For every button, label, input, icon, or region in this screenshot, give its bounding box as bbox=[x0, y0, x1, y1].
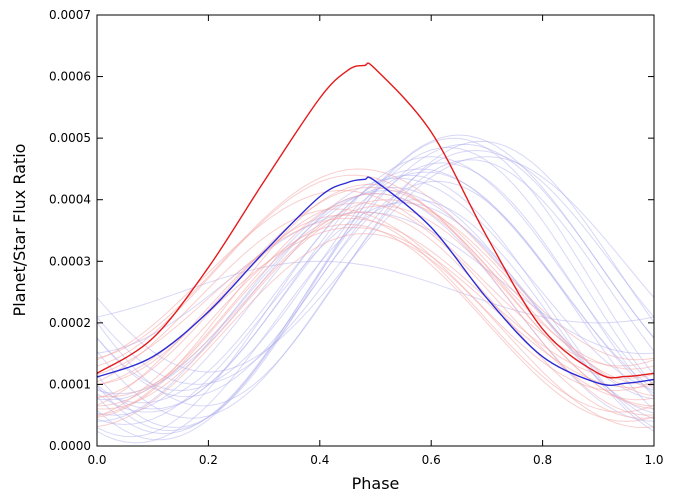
faint-blue-curve bbox=[97, 186, 654, 416]
y-tick-label: 0.0007 bbox=[49, 8, 91, 22]
faint-blue-curve bbox=[97, 180, 654, 441]
plot-frame bbox=[96, 14, 655, 447]
blue-series-line bbox=[97, 176, 654, 386]
faint-red-curve bbox=[97, 202, 654, 401]
y-tick-label: 0.0004 bbox=[49, 193, 91, 207]
x-axis-title: Phase bbox=[352, 474, 400, 491]
faint-blue-curve bbox=[97, 260, 654, 324]
y-tick-label: 0.0001 bbox=[49, 377, 91, 391]
x-tick-label: 0.0 bbox=[87, 453, 106, 467]
y-axis-ticks: 0.0000 0.0001 0.0002 0.0003 0.0004 0.0005 0.00… bbox=[49, 8, 654, 453]
x-tick-label: 0.6 bbox=[422, 453, 441, 467]
faint-blue-curve bbox=[97, 140, 654, 407]
faint-red-curve bbox=[97, 223, 654, 422]
y-tick-label: 0.0002 bbox=[49, 316, 91, 330]
faint-red-curve bbox=[97, 217, 654, 379]
faint-curves-layer bbox=[97, 134, 654, 444]
faint-red-curve bbox=[97, 211, 654, 419]
x-tick-label: 0.2 bbox=[199, 453, 218, 467]
y-tick-label: 0.0003 bbox=[49, 254, 91, 268]
y-tick-label: 0.0005 bbox=[49, 131, 91, 145]
y-tick-label: 0.0000 bbox=[49, 439, 91, 453]
faint-blue-curve bbox=[97, 162, 654, 435]
faint-blue-curve bbox=[97, 168, 654, 404]
faint-red-curve bbox=[97, 174, 654, 370]
faint-blue-curve bbox=[97, 171, 654, 413]
x-tick-label: 1.0 bbox=[644, 453, 663, 467]
y-tick-label: 0.0006 bbox=[49, 70, 91, 84]
y-axis-title: Planet/Star Flux Ratio bbox=[10, 144, 29, 317]
faint-blue-curve bbox=[97, 159, 654, 419]
faint-red-curve bbox=[97, 205, 654, 410]
main-curves-layer bbox=[97, 62, 654, 386]
faint-blue-curve bbox=[97, 137, 654, 428]
faint-blue-curve bbox=[97, 143, 654, 398]
faint-red-curve bbox=[97, 208, 654, 392]
x-tick-label: 0.4 bbox=[310, 453, 329, 467]
faint-red-curve bbox=[97, 199, 654, 398]
faint-blue-curve bbox=[97, 199, 654, 444]
x-tick-label: 0.8 bbox=[533, 453, 552, 467]
faint-red-curve bbox=[97, 233, 654, 429]
faint-red-curve bbox=[97, 168, 654, 361]
red-series-line bbox=[97, 62, 654, 379]
faint-blue-curve bbox=[97, 156, 654, 373]
faint-blue-curve bbox=[97, 146, 654, 432]
x-axis-ticks: 0.0 0.2 0.4 0.6 0.8 1.0 bbox=[87, 15, 664, 467]
